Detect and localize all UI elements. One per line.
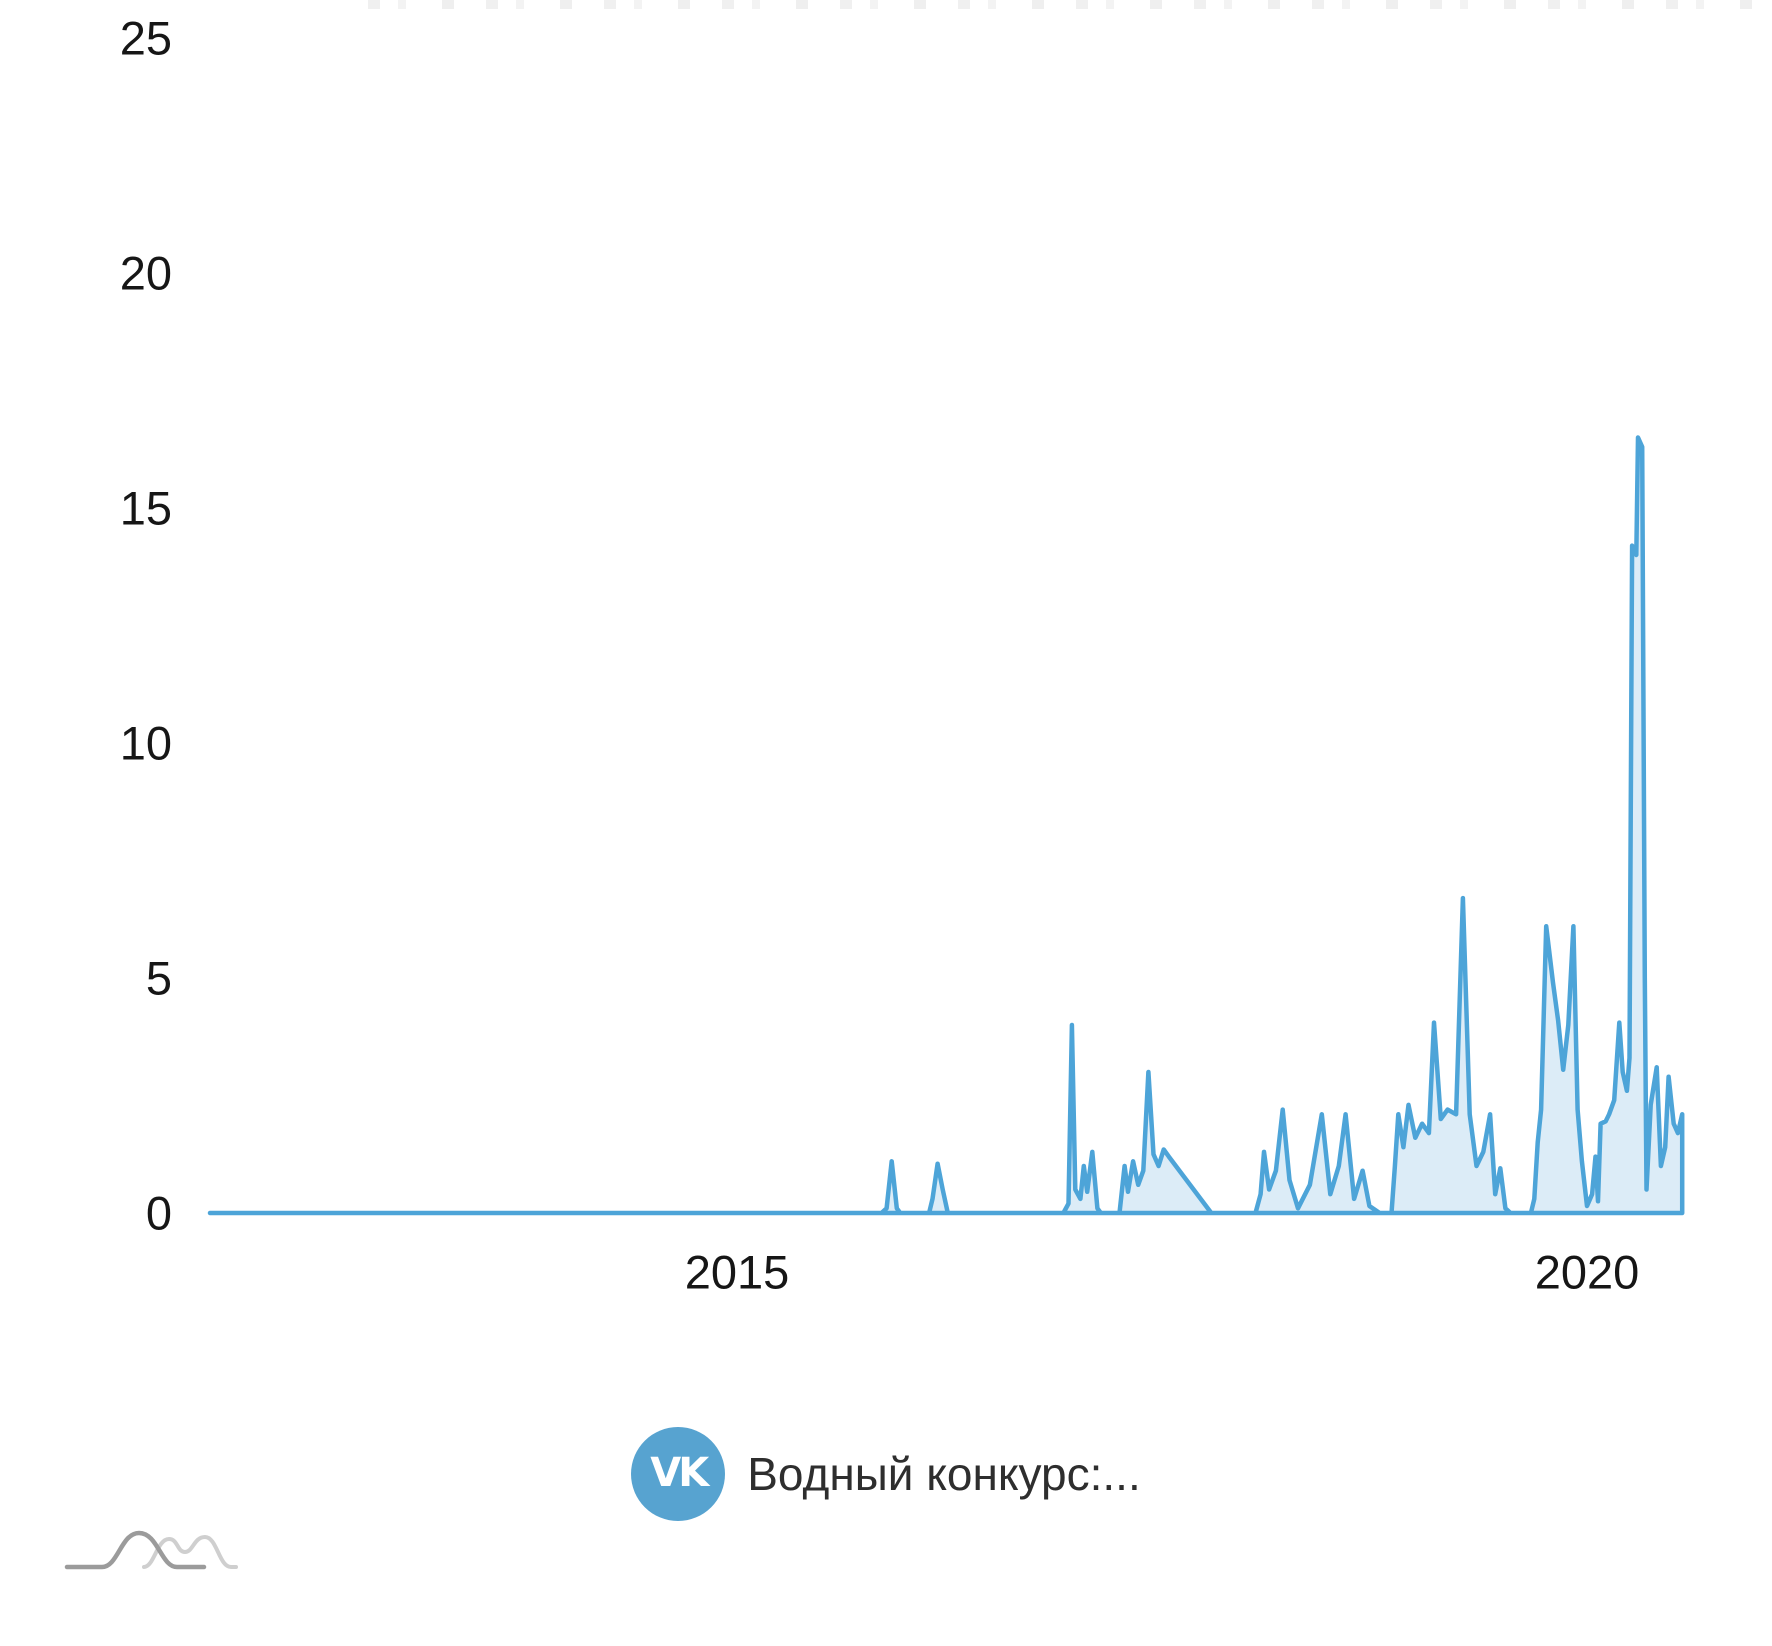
y-axis-tick-label: 5 bbox=[146, 952, 172, 1005]
y-axis-tick-label: 15 bbox=[120, 482, 172, 535]
hills-logo-light-curve bbox=[142, 1534, 238, 1569]
legend-item[interactable]: VK Водный конкурс:... bbox=[631, 1427, 1141, 1521]
hills-logo-dark-curve bbox=[64, 1530, 207, 1570]
y-axis-tick-label: 25 bbox=[120, 12, 172, 65]
x-axis-tick-labels: 2015 2020 bbox=[685, 1246, 1640, 1299]
clipped-content-above bbox=[368, 0, 1772, 9]
series-area[interactable] bbox=[207, 435, 1685, 1216]
y-axis-tick-labels: 0 5 10 15 20 25 bbox=[120, 12, 172, 1240]
vk-logo-icon: VK bbox=[631, 1427, 726, 1521]
hills-logo-watermark[interactable] bbox=[58, 1526, 248, 1578]
x-axis-tick-label: 2015 bbox=[685, 1246, 790, 1299]
y-axis-tick-label: 20 bbox=[120, 247, 172, 300]
vk-logo-letters: VK bbox=[650, 1450, 709, 1496]
chart-legend: VK Водный конкурс:... bbox=[0, 1426, 1772, 1522]
y-axis-tick-label: 10 bbox=[120, 717, 172, 770]
x-axis-tick-label: 2020 bbox=[1535, 1246, 1640, 1299]
legend-label: Водный конкурс:... bbox=[747, 1448, 1141, 1500]
y-axis-tick-label: 0 bbox=[146, 1187, 172, 1240]
